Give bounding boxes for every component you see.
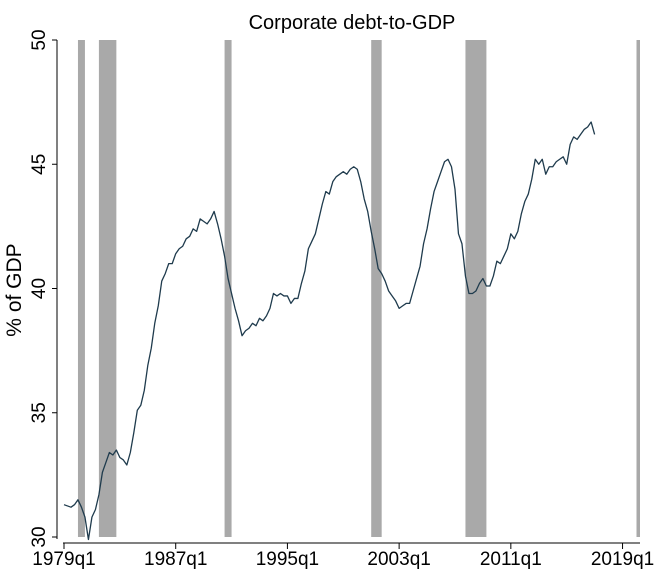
x-tick-label: 2019q1	[591, 549, 654, 570]
y-tick-label: 50	[29, 29, 50, 50]
recession-band	[371, 40, 382, 537]
y-tick-label: 30	[29, 526, 50, 547]
recession-band	[77, 40, 85, 537]
x-tick-label: 2011q1	[480, 549, 542, 570]
recession-band	[636, 40, 640, 537]
recession-band	[98, 40, 117, 537]
y-tick-label: 40	[29, 278, 50, 299]
y-axis-title: % of GDP	[3, 243, 26, 336]
x-tick-label: 2003q1	[367, 549, 430, 570]
chart-title: Corporate debt-to-GDP	[249, 12, 456, 34]
x-axis-ticks: 1979q1 1987q1 1995q1 2003q1 2011q1 2019q1	[32, 543, 654, 570]
x-tick-label: 1979q1	[32, 549, 95, 570]
recession-band	[224, 40, 232, 537]
y-tick-label: 35	[29, 402, 50, 423]
recession-band	[465, 40, 487, 537]
axes	[56, 40, 640, 544]
x-tick-label: 1995q1	[256, 549, 319, 570]
y-axis-ticks: 30 35 40 45 50	[29, 29, 57, 548]
recession-bands	[77, 40, 640, 537]
series-line	[63, 121, 596, 541]
y-tick-label: 45	[29, 154, 50, 175]
x-tick-label: 1987q1	[144, 549, 207, 570]
